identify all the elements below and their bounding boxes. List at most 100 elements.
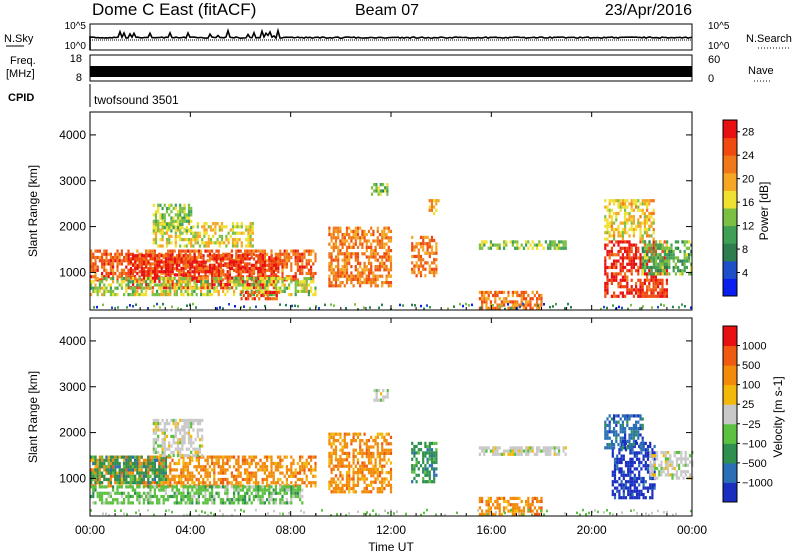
heatmap-cell bbox=[294, 278, 297, 282]
heatmap-cell bbox=[116, 461, 119, 466]
heatmap-cell bbox=[222, 252, 225, 256]
heatmap-cell bbox=[337, 249, 340, 253]
heatmap-cell bbox=[274, 465, 277, 469]
heatmap-cell bbox=[222, 481, 225, 485]
heatmap-cell bbox=[252, 271, 255, 276]
heatmap-cell bbox=[158, 286, 161, 290]
heatmap-cell bbox=[211, 498, 214, 502]
heatmap-cell bbox=[281, 458, 284, 462]
heatmap-cell bbox=[237, 491, 240, 495]
heatmap-cell bbox=[516, 300, 519, 304]
heatmap-cell bbox=[187, 210, 191, 214]
heatmap-cell bbox=[174, 234, 177, 238]
heatmap-cell bbox=[632, 294, 635, 298]
heatmap-cell bbox=[522, 302, 524, 306]
heatmap-cell bbox=[149, 501, 152, 505]
heatmap-cell bbox=[220, 270, 223, 274]
heatmap-cell bbox=[376, 490, 379, 494]
heatmap-cell bbox=[182, 277, 185, 281]
heatmap-cell bbox=[217, 491, 220, 495]
heatmap-cell bbox=[233, 501, 236, 505]
heatmap-cell bbox=[650, 221, 653, 225]
heatmap-cell bbox=[413, 267, 416, 271]
heatmap-cell bbox=[165, 270, 168, 274]
heatmap-cell bbox=[159, 203, 162, 207]
heatmap-cell bbox=[222, 485, 225, 489]
heatmap-cell bbox=[238, 238, 241, 242]
heatmap-cell bbox=[628, 249, 631, 254]
heatmap-cell bbox=[301, 461, 304, 466]
heatmap-cell bbox=[310, 249, 313, 253]
heatmap-cell bbox=[189, 458, 192, 462]
heatmap-cell bbox=[219, 481, 222, 485]
heatmap-cell bbox=[266, 498, 269, 502]
heatmap-cell bbox=[330, 471, 333, 475]
heatmap-cell bbox=[540, 303, 543, 307]
heatmap-cell bbox=[105, 286, 108, 290]
heatmap-cell bbox=[367, 255, 371, 259]
heatmap-cell bbox=[318, 307, 320, 310]
heatmap-cell bbox=[211, 249, 214, 253]
heatmap-cell bbox=[632, 288, 635, 292]
heatmap-cell bbox=[537, 304, 539, 307]
heatmap-cell bbox=[147, 283, 150, 287]
heatmap-cell bbox=[158, 498, 161, 502]
heatmap-cell bbox=[257, 266, 260, 271]
heatmap-cell bbox=[169, 280, 172, 284]
heatmap-cell bbox=[292, 461, 295, 466]
heatmap-cell bbox=[163, 438, 166, 442]
heatmap-cell bbox=[354, 455, 357, 459]
heatmap-cell bbox=[419, 261, 423, 265]
heatmap-cell bbox=[205, 231, 208, 235]
heatmap-cell bbox=[328, 252, 331, 256]
heatmap-cell bbox=[332, 480, 335, 484]
heatmap-cell bbox=[385, 252, 388, 256]
heatmap-cell bbox=[492, 303, 494, 307]
heatmap-cell bbox=[328, 242, 331, 246]
heatmap-cell bbox=[639, 281, 642, 286]
heatmap-cell bbox=[361, 464, 364, 468]
heatmap-cell bbox=[288, 283, 291, 287]
heatmap-cell bbox=[268, 494, 271, 499]
heatmap-cell bbox=[107, 484, 110, 488]
heatmap-cell bbox=[257, 481, 260, 485]
heatmap-cell bbox=[163, 213, 166, 217]
heatmap-cell bbox=[663, 253, 666, 257]
heatmap-cell bbox=[228, 257, 231, 261]
heatmap-cell bbox=[162, 474, 165, 478]
heatmap-cell bbox=[376, 451, 379, 455]
heatmap-cell bbox=[251, 228, 254, 232]
heatmap-cell bbox=[198, 444, 202, 448]
heatmap-cell bbox=[266, 252, 269, 256]
heatmap-cell bbox=[283, 255, 286, 260]
heatmap-cell bbox=[257, 488, 260, 492]
heatmap-cell bbox=[136, 471, 139, 475]
heatmap-cell bbox=[184, 259, 187, 263]
heatmap-cell bbox=[163, 226, 166, 230]
heatmap-cell bbox=[176, 282, 179, 287]
heatmap-cell bbox=[165, 225, 169, 229]
heatmap-cell bbox=[654, 249, 657, 254]
heatmap-cell bbox=[213, 468, 216, 472]
heatmap-cell bbox=[217, 277, 220, 281]
heatmap-cell bbox=[213, 461, 216, 466]
heatmap-cell bbox=[303, 252, 306, 256]
freq-left-tick-top: 18 bbox=[70, 53, 82, 65]
heatmap-cell bbox=[263, 280, 266, 284]
heatmap-cell bbox=[268, 455, 271, 459]
heatmap-cell bbox=[109, 455, 112, 459]
heatmap-cell bbox=[413, 254, 416, 259]
heatmap-cell bbox=[183, 441, 186, 445]
heatmap-cell bbox=[354, 236, 357, 240]
cpid-value: twofsound 3501 bbox=[94, 93, 179, 107]
heatmap-cell bbox=[185, 422, 188, 426]
heatmap-cell bbox=[204, 474, 207, 478]
heatmap-cell bbox=[330, 265, 333, 269]
heatmap-cell bbox=[94, 477, 97, 482]
heatmap-cell bbox=[613, 291, 616, 295]
heatmap-cell bbox=[255, 249, 258, 253]
heatmap-cell bbox=[424, 267, 427, 271]
heatmap-cell bbox=[274, 277, 277, 281]
heatmap-cell bbox=[202, 277, 205, 281]
heatmap-cell bbox=[350, 239, 353, 243]
